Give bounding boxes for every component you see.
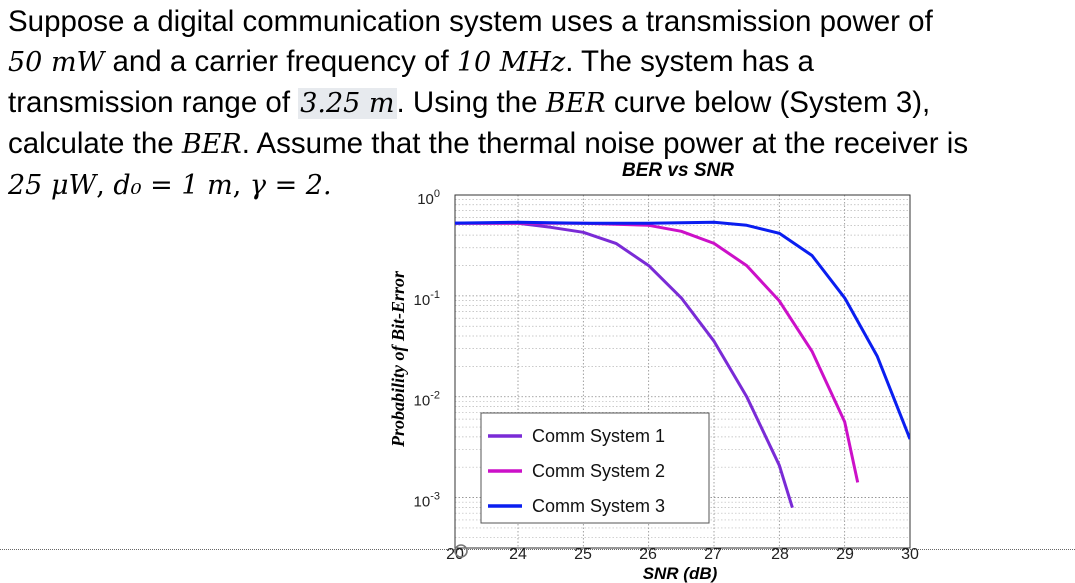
legend-label: Comm System 3	[532, 496, 665, 516]
ber-term-2: BER	[181, 129, 242, 160]
x-tick-label: 26	[639, 546, 657, 563]
series-line-system-3	[455, 220, 910, 440]
y-tick-label: 100	[417, 188, 440, 208]
d0-value: d₀ = 1 m	[113, 170, 233, 201]
x-tick-label: 27	[704, 546, 722, 563]
x-tick-label: 28	[771, 546, 789, 563]
gamma-value: γ = 2.	[249, 170, 332, 201]
problem-text-3: . The system has a	[565, 45, 814, 78]
chart-legend: Comm System 1 Comm System 2 Comm System 3	[480, 412, 710, 524]
frequency-value: 10 MHz	[456, 47, 566, 78]
y-tick-label: 10-1	[414, 289, 440, 309]
series-line-system-1	[455, 221, 794, 509]
problem-text-7: calculate the	[8, 127, 182, 160]
chart-title: BER vs SNR	[622, 160, 734, 181]
y-tick-label: 10-3	[414, 491, 440, 511]
y-axis-label: Probability of Bit-Error	[388, 270, 408, 448]
problem-statement: Suppose a digital communication system u…	[8, 5, 969, 201]
plot-frame	[454, 194, 911, 549]
noise-value: 25 μW	[8, 170, 97, 201]
problem-text-2: and a carrier frequency of	[104, 45, 457, 78]
problem-text-5: . Using the	[396, 86, 546, 119]
problem-text-6: curve below (System 3),	[605, 86, 931, 119]
circle-marker-icon	[454, 544, 468, 558]
x-tick-label: 29	[836, 546, 854, 563]
problem-text-8: . Assume that the thermal noise power at…	[241, 127, 969, 160]
power-value: 50 mW	[8, 47, 105, 78]
x-tick-label: 25	[574, 546, 592, 563]
problem-text-1: Suppose a digital communication system u…	[8, 5, 933, 38]
separator-line	[0, 549, 1075, 550]
x-tick-label: 20	[446, 546, 464, 563]
legend-label: Comm System 1	[532, 426, 665, 446]
range-value: 3.25 m	[298, 88, 397, 119]
legend-label: Comm System 2	[532, 461, 665, 481]
x-tick-label: 24	[509, 546, 527, 563]
x-tick-label: 30	[901, 546, 919, 563]
x-axis-label: SNR (dB)	[643, 564, 718, 583]
y-tick-label: 10-2	[414, 390, 440, 410]
problem-text-4: transmission range of	[8, 86, 299, 119]
ber-term: BER	[545, 88, 606, 119]
